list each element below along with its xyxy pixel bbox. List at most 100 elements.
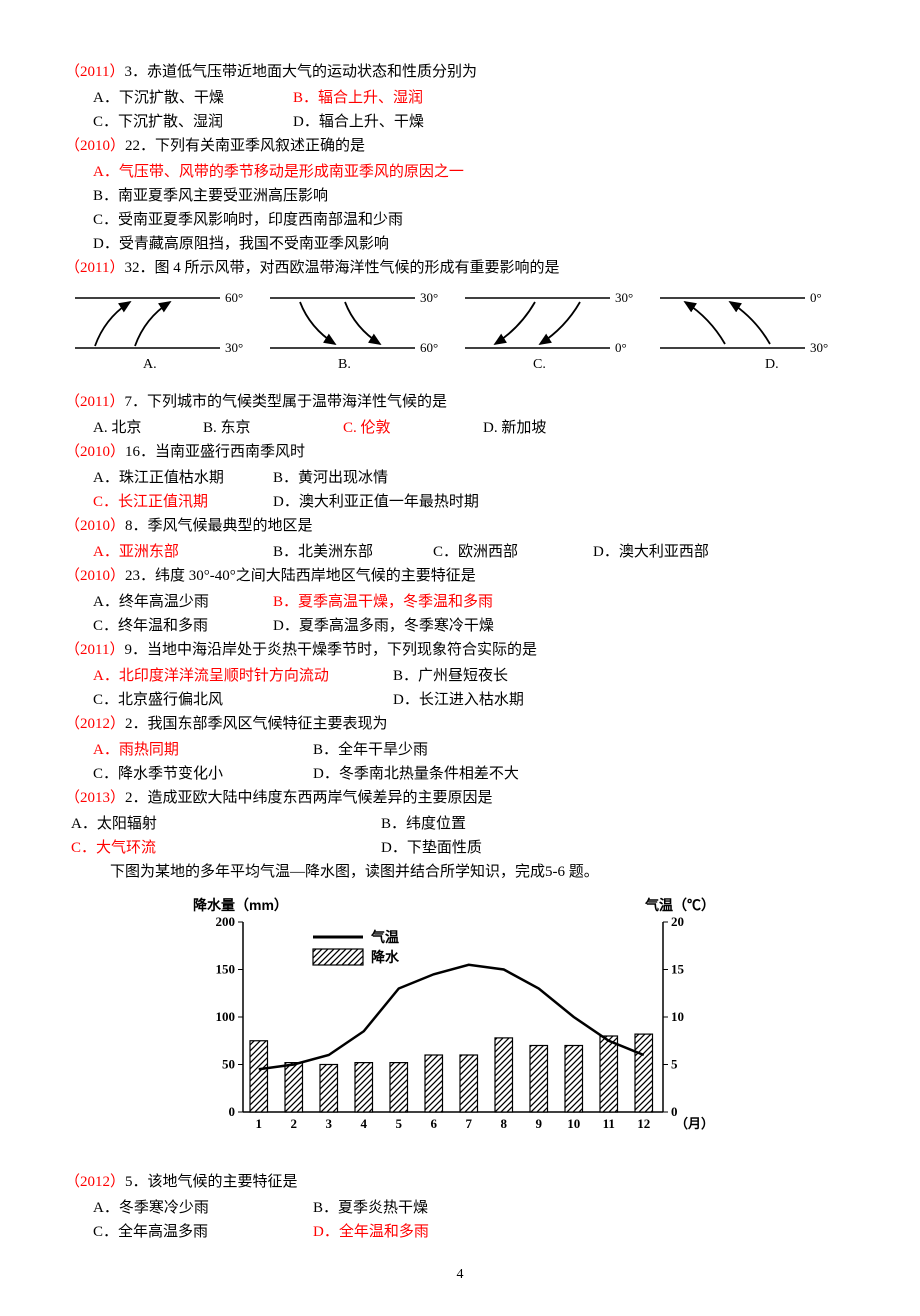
svg-text:气温: 气温: [370, 929, 399, 945]
qnum: 32．: [124, 260, 154, 276]
question-10: （2013）2．造成亚欧大陆中纬度东西两岸气候差异的主要原因是: [65, 786, 855, 810]
year-tag: （2011）: [65, 642, 124, 658]
svg-text:3: 3: [326, 1116, 333, 1131]
svg-text:0°: 0°: [615, 340, 627, 355]
opt-d-correct: D．全年温和多雨: [313, 1220, 429, 1244]
opt-d: D. 新加坡: [483, 416, 546, 440]
year-tag: （2011）: [65, 64, 124, 80]
opt-d: D．夏季高温多雨，冬季寒冷干燥: [273, 614, 494, 638]
opt-d: D．下垫面性质: [381, 836, 482, 860]
qtext: 图 4 所示风带，对西欧温带海洋性气候的形成有重要影响的是: [154, 260, 559, 276]
qtext: 该地气候的主要特征是: [148, 1174, 298, 1190]
opt-b: B. 东京: [203, 416, 343, 440]
opt-c-correct: C．长江正值汛期: [93, 490, 273, 514]
qtext: 赤道低气压带近地面大气的运动状态和性质分别为: [147, 64, 477, 80]
qtext: 当南亚盛行西南季风时: [155, 444, 305, 460]
opt-c: C．欧洲西部: [433, 540, 593, 564]
svg-text:气温（℃）: 气温（℃）: [644, 897, 715, 913]
svg-text:降水: 降水: [371, 949, 400, 965]
svg-text:B.: B.: [338, 357, 351, 372]
year-tag: （2012）: [65, 1174, 125, 1190]
year-tag: （2011）: [65, 260, 124, 276]
opt-b: B．黄河出现冰情: [273, 466, 388, 490]
svg-text:30°: 30°: [420, 290, 438, 305]
opt-b-correct: B．辐合上升、湿润: [293, 86, 423, 110]
opt-d: D．长江进入枯水期: [393, 688, 524, 712]
svg-text:200: 200: [216, 914, 236, 929]
svg-text:10: 10: [671, 1009, 684, 1024]
options-11: A．冬季寒冷少雨 B．夏季炎热干燥 C．全年高温多雨 D．全年温和多雨: [65, 1196, 855, 1244]
opt-c-correct: C．大气环流: [71, 836, 381, 860]
options-6: A．亚洲东部 B．北美洲东部 C．欧洲西部 D．澳大利亚西部: [65, 540, 855, 564]
options-5: A．珠江正值枯水期 B．黄河出现冰情 C．长江正值汛期 D．澳大利亚正值一年最热…: [65, 466, 855, 514]
opt-c-correct: C. 伦敦: [343, 416, 483, 440]
options-7: A．终年高温少雨 B．夏季高温干燥，冬季温和多雨 C．终年温和多雨 D．夏季高温…: [65, 590, 855, 638]
svg-text:A.: A.: [143, 357, 157, 372]
opt-d: D．澳大利亚正值一年最热时期: [273, 490, 479, 514]
qtext: 下列有关南亚季风叙述正确的是: [155, 138, 365, 154]
climate-chart: 降水量（mm）气温（℃）0501001502000510152012345678…: [175, 892, 855, 1160]
svg-text:9: 9: [536, 1116, 543, 1131]
question-3: （2011）32．图 4 所示风带，对西欧温带海洋性气候的形成有重要影响的是: [65, 256, 855, 280]
svg-text:50: 50: [222, 1057, 235, 1072]
year-tag: （2011）: [65, 394, 124, 410]
svg-text:60°: 60°: [420, 340, 438, 355]
question-1: （2011）3．赤道低气压带近地面大气的运动状态和性质分别为: [65, 60, 855, 84]
opt-c: C．全年高温多雨: [93, 1220, 313, 1244]
question-6: （2010）8．季风气候最典型的地区是: [65, 514, 855, 538]
qnum: 16．: [125, 444, 155, 460]
opt-d: D．澳大利亚西部: [593, 540, 709, 564]
opt-c: C．受南亚夏季风影响时，印度西南部温和少雨: [93, 212, 403, 228]
options-8: A．北印度洋洋流呈顺时针方向流动 B．广州昼短夜长 C．北京盛行偏北风 D．长江…: [65, 664, 855, 712]
options-1: A．下沉扩散、干燥 B．辐合上升、湿润 C．下沉扩散、湿润 D．辐合上升、干燥: [65, 86, 855, 134]
svg-text:6: 6: [431, 1116, 438, 1131]
opt-d: D．冬季南北热量条件相差不大: [313, 762, 519, 786]
question-11: （2012）5．该地气候的主要特征是: [65, 1170, 855, 1194]
svg-text:7: 7: [466, 1116, 473, 1131]
svg-text:降水量（mm）: 降水量（mm）: [193, 897, 288, 913]
opt-b: B．纬度位置: [381, 812, 466, 836]
opt-c: C．终年温和多雨: [93, 614, 273, 638]
opt-a: A．下沉扩散、干燥: [93, 86, 293, 110]
question-9: （2012）2．我国东部季风区气候特征主要表现为: [65, 712, 855, 736]
opt-a: A．太阳辐射: [71, 812, 381, 836]
options-4: A. 北京 B. 东京 C. 伦敦 D. 新加坡: [65, 416, 855, 440]
options-10: A．太阳辐射 B．纬度位置 C．大气环流 D．下垫面性质: [65, 812, 855, 860]
opt-a: A．终年高温少雨: [93, 590, 273, 614]
qnum: 9．: [124, 642, 147, 658]
qnum: 22．: [125, 138, 155, 154]
opt-b: B．南亚夏季风主要受亚洲高压影响: [93, 188, 328, 204]
qnum: 3．: [124, 64, 147, 80]
svg-text:D.: D.: [765, 357, 779, 372]
svg-text:（月）: （月）: [675, 1116, 714, 1131]
opt-b: B．夏季炎热干燥: [313, 1196, 428, 1220]
qnum: 5．: [125, 1174, 148, 1190]
qtext: 下列城市的气候类型属于温带海洋性气候的是: [147, 394, 447, 410]
opt-a: A．冬季寒冷少雨: [93, 1196, 313, 1220]
year-tag: （2010）: [65, 138, 125, 154]
qtext: 纬度 30°-40°之间大陆西岸地区气候的主要特征是: [155, 568, 476, 584]
qtext: 造成亚欧大陆中纬度东西两岸气候差异的主要原因是: [148, 790, 493, 806]
opt-c: C．北京盛行偏北风: [93, 688, 393, 712]
opt-a-correct: A．气压带、风带的季节移动是形成南亚季风的原因之一: [93, 164, 464, 180]
svg-text:100: 100: [216, 1009, 236, 1024]
svg-text:11: 11: [603, 1116, 615, 1131]
question-8: （2011）9．当地中海沿岸处于炎热干燥季节时，下列现象符合实际的是: [65, 638, 855, 662]
svg-text:4: 4: [361, 1116, 368, 1131]
svg-text:5: 5: [671, 1057, 678, 1072]
svg-text:30°: 30°: [810, 340, 828, 355]
opt-b: B．全年干旱少雨: [313, 738, 428, 762]
qnum: 2．: [125, 790, 148, 806]
year-tag: （2012）: [65, 716, 125, 732]
options-9: A．雨热同期 B．全年干旱少雨 C．降水季节变化小 D．冬季南北热量条件相差不大: [65, 738, 855, 786]
opt-b: B．广州昼短夜长: [393, 664, 508, 688]
qnum: 8．: [125, 518, 148, 534]
opt-d: D．辐合上升、干燥: [293, 110, 424, 134]
opt-d: D．受青藏高原阻挡，我国不受南亚季风影响: [93, 236, 389, 252]
svg-text:2: 2: [291, 1116, 298, 1131]
opt-a-correct: A．北印度洋洋流呈顺时针方向流动: [93, 664, 393, 688]
year-tag: （2010）: [65, 568, 125, 584]
svg-text:30°: 30°: [225, 340, 243, 355]
opt-b-correct: B．夏季高温干燥，冬季温和多雨: [273, 590, 493, 614]
svg-text:20: 20: [671, 914, 684, 929]
